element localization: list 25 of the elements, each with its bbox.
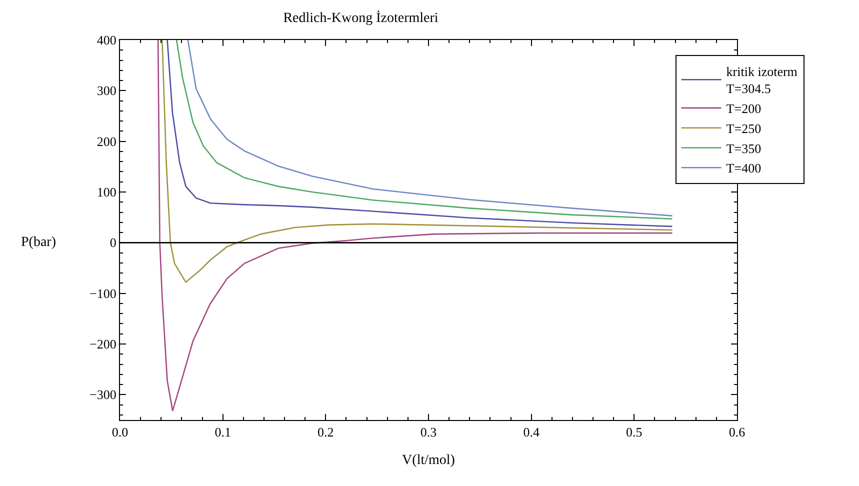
x-tick-label: 0.0 bbox=[112, 424, 128, 440]
legend-label: T=400 bbox=[726, 160, 762, 176]
x-tick-label: 0.6 bbox=[728, 424, 746, 440]
y-tick-label: 100 bbox=[96, 184, 116, 200]
x-axis-title: V(lt/mol) bbox=[402, 452, 456, 468]
line-series bbox=[162, 40, 673, 283]
y-axis-title: P(bar) bbox=[21, 235, 56, 250]
y-tick-label: 400 bbox=[96, 32, 116, 48]
legend-label: T=350 bbox=[726, 140, 762, 156]
legend-label: kritik izoterm T=304.5 bbox=[726, 64, 798, 96]
y-tick-label: −100 bbox=[90, 286, 116, 301]
y-tick-label: −200 bbox=[90, 336, 116, 352]
chart-title: Redlich-Kwong İzotermleri bbox=[283, 10, 438, 26]
legend-label: T=200 bbox=[726, 101, 762, 116]
legend-label: T=250 bbox=[726, 120, 762, 136]
y-tick-label: 0 bbox=[110, 235, 116, 250]
line-series bbox=[157, 40, 673, 412]
x-tick-label: 0.5 bbox=[626, 424, 642, 440]
y-tick-label: 200 bbox=[96, 134, 116, 149]
x-tick-label: 0.2 bbox=[318, 424, 334, 440]
x-tick-label: 0.1 bbox=[214, 424, 231, 440]
x-tick-label: 0.4 bbox=[523, 424, 540, 440]
x-tick-label: 0.3 bbox=[420, 424, 437, 440]
y-tick-label: −300 bbox=[90, 387, 116, 402]
y-tick-label: 300 bbox=[96, 83, 116, 98]
